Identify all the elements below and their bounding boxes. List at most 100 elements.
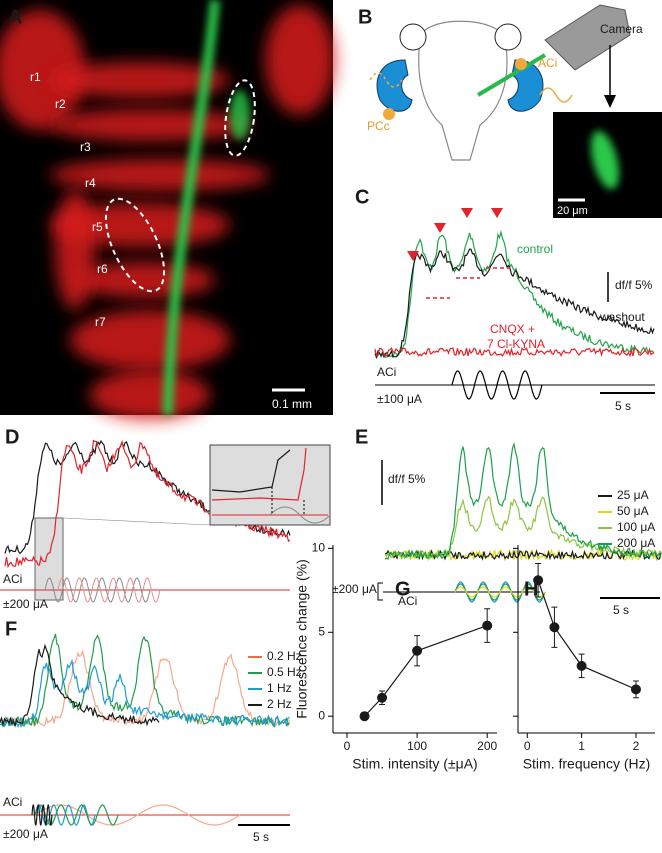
stim-label: ±200 μA (3, 827, 48, 841)
eye (494, 23, 522, 51)
eye (399, 23, 427, 51)
inset-trace (211, 447, 307, 501)
panel-letter: D (5, 426, 19, 448)
cell-image (591, 130, 619, 190)
panel-letter: C (355, 186, 369, 208)
trace (0, 643, 160, 727)
trace (0, 633, 291, 729)
red-stain (90, 370, 210, 420)
stim-wave (57, 577, 161, 603)
x-tick-label: 0 (524, 739, 531, 753)
data-point (549, 622, 560, 633)
x-axis-label: Stim. intensity (±μA) (352, 756, 477, 772)
trace (374, 248, 655, 359)
stim-wave (34, 804, 241, 826)
trace (0, 649, 291, 728)
trace (374, 347, 655, 358)
data-point (576, 660, 587, 671)
data-point (359, 711, 370, 722)
panel-letter: G (395, 578, 411, 600)
inset-trace (211, 449, 291, 493)
connector (62, 517, 211, 526)
stim-label: ACi (3, 572, 22, 586)
inset (209, 444, 331, 526)
scale-label: df/f 5% (388, 472, 426, 486)
y-axis-label: Fluorescence change (%) (294, 559, 310, 719)
stim-wave (34, 804, 119, 826)
rhombomere-label: r6 (97, 262, 108, 276)
trace-label: washout (599, 310, 645, 324)
arrowhead (491, 208, 503, 218)
roi (224, 79, 256, 157)
arrowhead (434, 223, 446, 233)
data-line (364, 625, 488, 717)
arrowhead (407, 251, 419, 261)
x-tick-label: 2 (633, 739, 640, 753)
scale-label: 0.1 mm (272, 397, 312, 411)
y-tick-label: 0 (318, 708, 325, 722)
data-point (630, 684, 641, 695)
data-line (537, 580, 637, 690)
legend-label: 1 Hz (267, 681, 292, 695)
roi (104, 197, 166, 293)
x-tick-label: 200 (477, 739, 497, 753)
camera (544, 4, 631, 71)
red-stain (265, 5, 335, 115)
red-stain (0, 10, 85, 130)
head-outline (418, 20, 508, 161)
trace (384, 442, 662, 560)
scale-label: 5 s (253, 830, 269, 844)
green-cells (230, 90, 250, 140)
panel-letter: B (358, 6, 372, 28)
scale-label: 20 μm (557, 205, 588, 217)
y-tick-label: 10 (312, 541, 326, 555)
rhombomere-label: r1 (30, 70, 41, 84)
data-point (377, 692, 388, 703)
light-path (476, 53, 547, 97)
rhombomere-label: r5 (92, 220, 103, 234)
scale-label: df/f 5% (615, 278, 653, 292)
pcc-label: PCc (367, 119, 390, 133)
data-point (412, 645, 423, 656)
stim-wave (44, 577, 151, 603)
ear-left (376, 59, 413, 112)
red-stain (75, 262, 215, 298)
x-tick-label: 1 (578, 739, 585, 753)
electrode (383, 108, 395, 120)
electrode (515, 58, 527, 70)
arrowhead (461, 208, 473, 218)
red-stain (50, 62, 230, 98)
stim-label: ±200 μA (332, 582, 377, 596)
stim-label: ±100 μA (377, 392, 422, 406)
legend-label: 2 Hz (267, 697, 292, 711)
trace-label: control (517, 242, 553, 256)
panel-letter: E (355, 426, 368, 448)
wave (369, 72, 403, 88)
arrowhead (604, 95, 616, 108)
panel-letter: F (5, 618, 17, 640)
aci-label: ACi (538, 56, 557, 70)
legend-label: 200 μA (617, 536, 655, 550)
wave (539, 87, 573, 103)
stim-wave (454, 586, 546, 598)
red-stain (70, 310, 230, 370)
data-point (482, 620, 493, 631)
legend-label: 25 μA (617, 488, 649, 502)
stim-label: ACi (377, 365, 396, 379)
camera-label: Camera (600, 22, 643, 36)
panel-letter: A (8, 6, 22, 28)
rhombomere-label: r2 (55, 97, 66, 111)
legend-label: 50 μA (617, 504, 649, 518)
red-stain (50, 159, 270, 191)
stim-label: ACi (398, 594, 417, 608)
rhombomere-label: r4 (85, 176, 96, 190)
y-tick-label: 5 (318, 624, 325, 638)
stim-wave (31, 804, 53, 826)
green-axon (163, 0, 220, 416)
trace-label: 7 Cl-KYNA (487, 337, 545, 351)
rhombomere-label: r7 (95, 315, 106, 329)
rhombomere-label: r3 (80, 140, 91, 154)
x-tick-label: 100 (407, 739, 427, 753)
stim-label: ACi (3, 795, 22, 809)
